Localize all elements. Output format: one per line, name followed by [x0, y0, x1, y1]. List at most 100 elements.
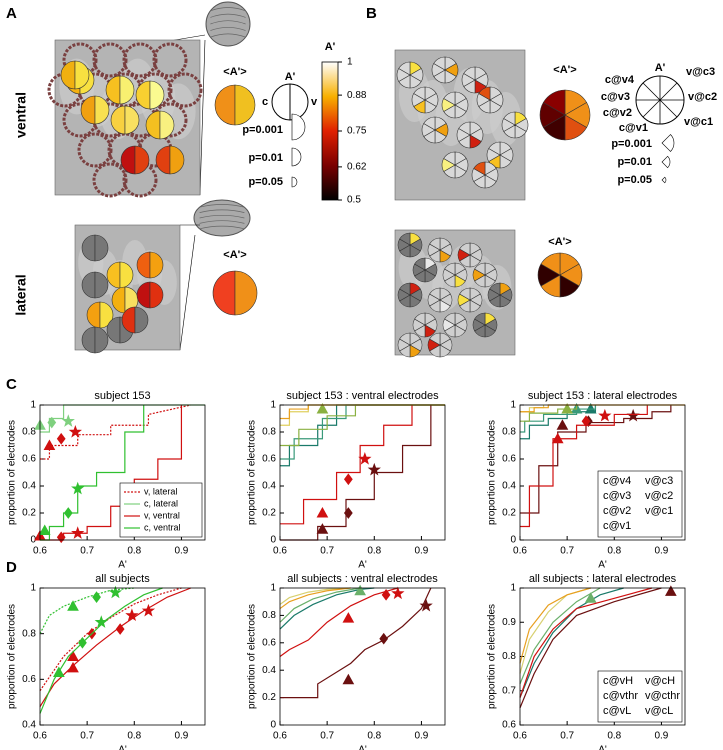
series-line	[40, 405, 183, 541]
sector	[540, 252, 561, 276]
series-line	[520, 405, 648, 528]
x-tick-label: 0.9	[414, 731, 428, 742]
marker-diamond	[47, 416, 57, 429]
x-tick-label: 0.9	[174, 731, 188, 742]
axes-frame	[39, 404, 206, 541]
sector	[473, 161, 486, 176]
brain-icon	[193, 199, 251, 237]
x-tick-label: 0.9	[654, 546, 668, 557]
legend-label: c@vthr	[603, 690, 638, 702]
sector	[399, 232, 411, 246]
callout-line	[179, 224, 200, 351]
brain-sulcus	[199, 225, 245, 230]
x-tick-label: 0.7	[560, 546, 574, 557]
legend-label: c, ventral	[144, 522, 181, 532]
sector	[212, 270, 236, 316]
marker-triangle	[316, 523, 329, 534]
sector	[94, 326, 109, 354]
legend-title: A'	[655, 62, 666, 74]
sector	[488, 141, 501, 156]
brain-icon	[205, 1, 251, 47]
electrode-ring	[92, 42, 128, 78]
x-tick-label: 0.9	[414, 546, 428, 557]
y-tick-label: 0.6	[262, 637, 276, 648]
sector	[99, 301, 114, 329]
sector	[94, 95, 110, 125]
axes-frame	[279, 404, 446, 541]
sector	[463, 66, 476, 81]
series-line	[520, 405, 578, 422]
series-line	[519, 587, 653, 698]
x-axis-label: A'	[358, 745, 367, 750]
series-line	[280, 404, 445, 460]
y-tick-label: 0.8	[262, 610, 276, 621]
legend-label: c@vL	[603, 705, 631, 717]
legend-label: v, lateral	[144, 486, 177, 496]
sector	[444, 312, 456, 326]
marker-diamond	[63, 507, 73, 519]
sector	[134, 145, 150, 175]
y-tick-label: 0.8	[262, 427, 276, 438]
sector	[94, 234, 109, 262]
marker-diamond	[343, 473, 353, 486]
sector	[443, 151, 456, 166]
marker-star	[68, 425, 82, 438]
series-line	[280, 405, 432, 541]
sector	[80, 95, 96, 125]
legend-label: v@cH	[645, 675, 675, 687]
x-axis-label: A'	[118, 745, 127, 750]
marker-diamond	[379, 632, 389, 645]
brain-sulcus	[210, 26, 246, 31]
y-tick-label: 0.2	[262, 692, 276, 703]
marker-star	[141, 603, 156, 617]
series-line	[519, 587, 591, 664]
marker-star	[61, 414, 75, 427]
sector-label: c@v3	[601, 91, 630, 103]
p-label: p=0.001	[242, 124, 283, 136]
y-tick-label: 0.6	[502, 720, 516, 731]
y-tick-label: 0.8	[502, 651, 516, 662]
legend-box	[597, 670, 683, 723]
legend-label: c@v1	[603, 520, 631, 532]
marker-triangle	[342, 612, 355, 623]
brain-sulcus	[199, 220, 245, 224]
chart-title: subject 153 : lateral electrodes	[528, 390, 678, 402]
legend-v: v	[311, 96, 318, 108]
sector	[94, 271, 109, 299]
x-axis-label: A'	[358, 560, 367, 571]
electrode-ring	[152, 42, 188, 78]
legend-label: v@c2	[645, 490, 673, 502]
marker-diamond	[78, 636, 87, 649]
x-tick-label: 0.7	[80, 731, 94, 742]
sector	[214, 84, 236, 126]
sector-label: c@v4	[605, 74, 635, 86]
x-tick-label: 0.8	[607, 731, 621, 742]
marker-triangle	[53, 666, 65, 677]
marker-triangle	[561, 403, 573, 414]
sector	[503, 111, 516, 126]
electrode-ring	[122, 42, 158, 78]
sector	[429, 237, 441, 251]
y-tick-label: 0.8	[22, 427, 36, 438]
legend-label: c, lateral	[144, 498, 178, 508]
y-axis-label: proportion of electrodes	[7, 420, 18, 525]
y-axis-label: proportion of electrodes	[247, 604, 258, 709]
y-tick-label: 0.4	[262, 481, 276, 492]
x-tick-label: 0.7	[560, 731, 574, 742]
sector	[429, 287, 441, 301]
colorbar	[321, 61, 339, 201]
axes-background	[280, 405, 445, 540]
marker-triangle	[342, 673, 355, 685]
sector	[81, 234, 96, 262]
marker-star	[108, 585, 123, 599]
y-tick-label: 1	[30, 583, 36, 594]
x-tick-label: 0.6	[33, 731, 47, 742]
sector	[134, 306, 149, 334]
series-line	[519, 587, 662, 709]
colorbar-tick-label: 1	[347, 57, 353, 68]
y-tick-label: 0.4	[22, 720, 36, 731]
row-label: lateral	[13, 274, 29, 315]
y-tick-label: 0	[270, 535, 276, 546]
x-tick-label: 0.8	[367, 731, 381, 742]
sector	[443, 91, 456, 106]
